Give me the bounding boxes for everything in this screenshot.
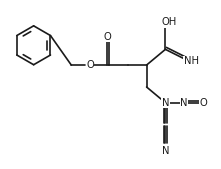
- Text: N: N: [162, 146, 169, 156]
- Text: O: O: [86, 60, 94, 70]
- Text: O: O: [103, 32, 111, 42]
- Text: N: N: [181, 98, 188, 108]
- Text: OH: OH: [162, 17, 177, 27]
- Text: N: N: [162, 98, 169, 108]
- Text: NH: NH: [184, 56, 199, 66]
- Text: O: O: [199, 98, 207, 108]
